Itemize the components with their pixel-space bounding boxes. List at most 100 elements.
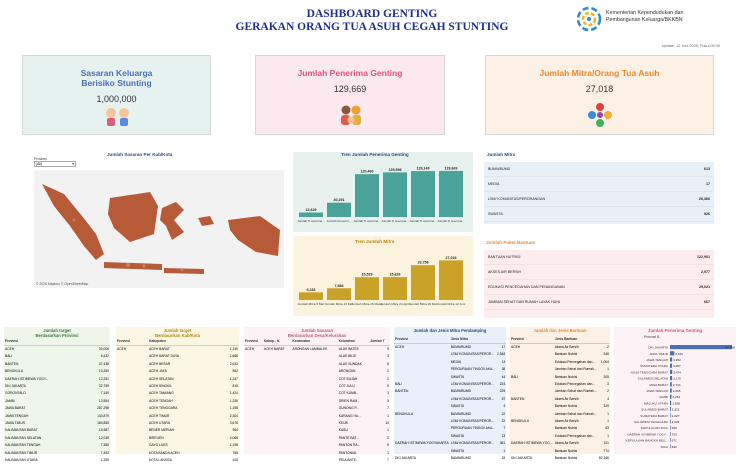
jenis-bantuan-row[interactable]: Bantuan Nutrisi 346 <box>510 351 610 358</box>
target-prov-row[interactable]: DAERAH ISTIMEWA YOGY... 12,251 <box>4 375 110 382</box>
jenis-mitra-header[interactable]: Provinsi <box>394 336 450 344</box>
sasaran-desa-row[interactable]: ARONGAN 2 <box>244 368 390 375</box>
target-kab-row[interactable]: ACEH ACEH BARAT 1,140 <box>116 345 239 352</box>
jenis-mitra-header[interactable] <box>495 336 507 344</box>
jenis-bantuan-row[interactable]: Edukasi Pencegahan dan... 1,064 <box>510 358 610 365</box>
jenis-mitra-row[interactable]: DAERAH ISTIMEWA YOGYAKARTA LSM/ KOMUNITAS… <box>394 439 506 446</box>
target-kab-row[interactable]: ACEH BESAR 2,633 <box>116 360 239 367</box>
jenis-bantuan-row[interactable]: BALI Bantuan Nutrisi 205 <box>510 373 610 380</box>
target-prov-row[interactable]: BANTEN 37,438 <box>4 360 110 367</box>
sasaran-desa-row[interactable]: DRIEN RAM... 5 <box>244 397 390 404</box>
jenis-bantuan-row[interactable]: Jamban Sehat dan Rumah... 2 <box>510 388 610 395</box>
target-kab-row[interactable]: BIREUEN 4,068 <box>116 434 239 441</box>
target-prov-row[interactable]: ACEH 30,006 <box>4 345 110 352</box>
target-kab-cell: 2,633 <box>229 361 238 366</box>
jenis-bantuan-header[interactable] <box>597 336 610 344</box>
sasaran-desa-row[interactable]: COT JULU 5 <box>244 382 390 389</box>
sasaran-desa-row[interactable]: PEULANTE... 7 <box>244 456 390 463</box>
target-kab-row[interactable]: ACEH TENGGARA 1,198 <box>116 405 239 412</box>
target-kab-row[interactable]: ACEH UTARA 3,676 <box>116 419 239 426</box>
jenis-mitra-row[interactable]: LSM/ KOMUNITAS/PEROR... 2,546 <box>394 351 506 358</box>
sasaran-desa-row[interactable]: COT BUJAH 2 <box>244 375 390 382</box>
jenis-mitra-row[interactable]: DKI JAKARTA BUMN/BUMD 18 <box>394 454 506 461</box>
sasaran-desa-row[interactable]: KEUB 10 <box>244 419 390 426</box>
sasaran-desa-header[interactable]: Kecamatan <box>291 338 338 346</box>
sasaran-desa-header[interactable]: Provinsi <box>244 338 263 346</box>
target-kab-row[interactable]: KOTA LANGSA 425 <box>116 456 239 463</box>
sasaran-desa-row[interactable]: ACEH ACEH BARAT ARONGAN LAMBALEK ALUE BATEE… <box>244 345 390 352</box>
jenis-bantuan-row[interactable]: ACEH Akses Air Bersih 2 <box>510 343 610 350</box>
indonesia-map[interactable]: © 2026 Mapbox © OpenStreetMap <box>34 170 284 288</box>
target-prov-row[interactable]: DKI JAKARTA 32,769 <box>4 382 110 389</box>
sasaran-desa-row[interactable]: PANTE BAT... 2 <box>244 434 390 441</box>
sasaran-desa-row[interactable]: GUNONG P... 7 <box>244 405 390 412</box>
jenis-mitra-row[interactable]: SWASTA 4 <box>394 403 506 410</box>
target-kab-row[interactable]: ACEH TENGAH 1,226 <box>116 397 239 404</box>
jenis-mitra-row[interactable]: SWASTA 13 <box>394 432 506 439</box>
target-prov-row[interactable]: KALIMANTAN TENGAH 7,355 <box>4 441 110 448</box>
target-prov-header[interactable]: Provinsi <box>4 338 86 346</box>
jenis-bantuan-header[interactable]: Provinsi <box>510 336 554 344</box>
target-prov-row[interactable]: JAWA BARAT 287,298 <box>4 405 110 412</box>
jenis-bantuan-row[interactable]: Edukasi Pencegahan dan... 1 <box>510 432 610 439</box>
target-prov-row[interactable]: KALIMANTAN TIMUR 7,492 <box>4 449 110 456</box>
target-prov-row[interactable]: JAWA TIMUR 180,855 <box>4 419 110 426</box>
target-kab-header[interactable]: Kabupaten <box>147 338 218 346</box>
jenis-bantuan-row[interactable]: DKI JAKARTA Bantuan Nutrisi 82,166 <box>510 454 610 461</box>
sasaran-desa-row[interactable]: ALUE BILIE 3 <box>244 353 390 360</box>
jenis-mitra-header[interactable]: Jenis Mitra <box>449 336 496 344</box>
target-kab-row[interactable]: ACEH SINGKIL 815 <box>116 382 239 389</box>
jenis-bantuan-row[interactable]: Jamban Sehat dan Rumah... 1 <box>510 366 610 373</box>
jenis-bantuan-row[interactable]: Jamban Sehat dan Rumah... 1 <box>510 410 610 417</box>
target-kab-row[interactable]: ACEH TAMIANG 1,424 <box>116 390 239 397</box>
jenis-mitra-row[interactable]: BALI LSM/ KOMUNITAS/PEROR... 224 <box>394 380 506 387</box>
sasaran-desa-row[interactable]: ALUE SUNDAK 6 <box>244 360 390 367</box>
target-kab-row[interactable]: ACEH JAYA 562 <box>116 368 239 375</box>
target-kab-row[interactable]: GAYO LUES 1,198 <box>116 441 239 448</box>
sasaran-desa-row[interactable]: COT KUMB... 3 <box>244 390 390 397</box>
target-kab-row[interactable]: ACEH SELATAN 1,247 <box>116 375 239 382</box>
target-prov-row[interactable]: GORONTALO 7,149 <box>4 390 110 397</box>
jenis-mitra-row[interactable]: ACEH BUMN/BUMD 17 <box>394 343 506 350</box>
jenis-bantuan-row[interactable]: Edukasi Pencegahan dan... 3 <box>510 380 610 387</box>
sasaran-desa-row[interactable]: KARANG HA... 1 <box>244 412 390 419</box>
target-prov-row[interactable]: JAMBI 12,554 <box>4 397 110 404</box>
jenis-mitra-row[interactable]: LSM/ KOMUNITAS/PEROR... 22 <box>394 417 506 424</box>
target-prov-row[interactable]: BALI 6,432 <box>4 353 110 360</box>
sasaran-desa-row[interactable]: PANTONIAL 1 <box>244 449 390 456</box>
sasaran-desa-row[interactable]: PANTON RA... 5 <box>244 441 390 448</box>
jenis-bantuan-row[interactable]: Bantuan Nutrisi 329 <box>510 403 610 410</box>
jenis-mitra-row[interactable]: MEDIA 13 <box>394 358 506 365</box>
jenis-bantuan-row[interactable]: Bantuan Nutrisi 63 <box>510 425 610 432</box>
target-prov-row[interactable]: KALIMANTAN SELATAN 12,049 <box>4 434 110 441</box>
jenis-bantuan-row[interactable]: BANTEN Akses Air Bersih 4 <box>510 395 610 402</box>
jenis-mitra-row[interactable]: SWASTA 1 <box>394 447 506 454</box>
sasaran-desa-header[interactable]: Kelurahan <box>337 338 370 346</box>
target-kab-header[interactable]: Provinsi <box>116 338 148 346</box>
jenis-mitra-row[interactable]: LSM/ KOMUNITAS/PEROR... 87 <box>394 395 506 402</box>
jenis-mitra-row[interactable]: PERGURUAN TINGGI/ AKA... 38 <box>394 366 506 373</box>
jenis-bantuan-row[interactable]: DAERAH ISTIMEWA YOG... Akses Air Bersih 10… <box>510 439 610 446</box>
jenis-bantuan-row[interactable]: Bantuan Nutrisi 774 <box>510 447 610 454</box>
target-prov-row[interactable]: JAWA TENGAH 140,879 <box>4 412 110 419</box>
jenis-mitra-row[interactable]: BANTEN BUMN/BUMD 225 <box>394 388 506 395</box>
jenis-mitra-row[interactable]: SWASTA 44 <box>394 373 506 380</box>
province-filter[interactable]: Provinsi (All) ▾ <box>34 157 76 167</box>
jenis-mitra-row[interactable]: BENGKULU BUMN/BUMD 22 <box>394 410 506 417</box>
target-prov-row[interactable]: BENGKULU 10,260 <box>4 368 110 375</box>
jenis-bantuan-row[interactable]: BENGKULU Akses Air Bersih 1 <box>510 417 610 424</box>
target-prov-row[interactable]: KALIMANTAN BARAT 15,987 <box>4 427 110 434</box>
target-kab-row[interactable]: KOTA BANDA ACEH 765 <box>116 449 239 456</box>
sasaran-desa-row[interactable]: KUBU 1 <box>244 427 390 434</box>
target-prov-header[interactable] <box>85 338 110 346</box>
target-prov-row[interactable]: KALIMANTAN UTARA 1,335 <box>4 456 110 463</box>
target-kab-row[interactable]: ACEH BARAT DAYA 1,668 <box>116 353 239 360</box>
jenis-bantuan-header[interactable]: Jenis Bantuan <box>553 336 598 344</box>
target-kab-header[interactable] <box>217 338 239 346</box>
target-kab-row[interactable]: ACEH TIMUR 2,304 <box>116 412 239 419</box>
jenis-mitra-row[interactable]: PERGURUAN TINGGI/ AKA... 7 <box>394 425 506 432</box>
sasaran-desa-header[interactable]: Kabup.. ⇅ <box>262 338 292 346</box>
target-kab-row[interactable]: BENER MERIAH 964 <box>116 427 239 434</box>
province-filter-select[interactable]: (All) ▾ <box>34 161 76 167</box>
sasaran-desa-header[interactable]: Jumlah T <box>369 338 390 346</box>
